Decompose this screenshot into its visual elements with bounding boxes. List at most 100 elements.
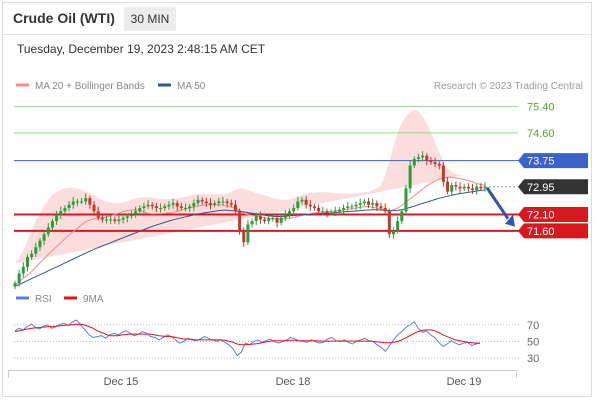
copyright-notice: Research © 2023 Trading Central bbox=[434, 81, 583, 92]
candle-109 bbox=[466, 186, 470, 189]
candle-1 bbox=[17, 273, 21, 284]
candle-90 bbox=[387, 211, 391, 235]
candle-97 bbox=[416, 157, 420, 159]
candle-51 bbox=[225, 201, 229, 204]
candle-5 bbox=[34, 247, 38, 254]
candle-99 bbox=[425, 155, 429, 161]
candle-91 bbox=[391, 230, 395, 235]
candle-45 bbox=[200, 199, 204, 202]
candle-94 bbox=[404, 188, 408, 212]
chart-header: Crude Oil (WTI) 30 MIN bbox=[3, 3, 591, 35]
candle-4 bbox=[30, 253, 34, 258]
candle-32 bbox=[146, 204, 150, 207]
candle-33 bbox=[150, 204, 154, 207]
candle-16 bbox=[80, 201, 84, 203]
candle-79 bbox=[342, 208, 346, 210]
rsi-legend-label-1: RSI bbox=[35, 294, 52, 305]
instrument-title: Crude Oil (WTI) bbox=[13, 10, 115, 26]
candle-29 bbox=[134, 211, 138, 215]
candle-110 bbox=[471, 188, 475, 191]
candle-82 bbox=[354, 204, 358, 207]
x-tick-1: Dec 15 bbox=[104, 376, 139, 388]
level-label-75.40: 75.40 bbox=[527, 102, 555, 114]
candle-83 bbox=[358, 203, 362, 205]
timeframe-badge[interactable]: 30 MIN bbox=[124, 7, 176, 31]
candle-93 bbox=[400, 211, 404, 222]
candle-39 bbox=[175, 203, 179, 207]
candle-6 bbox=[38, 240, 42, 248]
level-tag-72.95 bbox=[518, 179, 588, 195]
candle-66 bbox=[288, 211, 292, 215]
candle-78 bbox=[337, 209, 341, 212]
candle-63 bbox=[275, 217, 279, 223]
candle-52 bbox=[229, 203, 233, 205]
candle-22 bbox=[105, 219, 109, 221]
candle-24 bbox=[113, 219, 117, 222]
candle-46 bbox=[204, 201, 208, 204]
candle-43 bbox=[192, 203, 196, 207]
candle-40 bbox=[179, 206, 183, 209]
candle-11 bbox=[59, 211, 63, 215]
candle-14 bbox=[71, 201, 75, 205]
forecast-arrow-shaft bbox=[485, 186, 510, 220]
candle-44 bbox=[196, 199, 200, 204]
rsi-tick-30: 30 bbox=[527, 353, 539, 365]
candle-31 bbox=[142, 206, 146, 209]
candle-84 bbox=[362, 201, 366, 204]
candle-65 bbox=[283, 214, 287, 218]
candle-8 bbox=[46, 227, 50, 235]
candle-42 bbox=[188, 206, 192, 209]
candle-77 bbox=[333, 211, 337, 213]
level-label-74.60: 74.60 bbox=[527, 128, 555, 140]
candle-23 bbox=[109, 219, 113, 221]
candle-58 bbox=[254, 216, 258, 222]
level-tag-73.75 bbox=[518, 153, 588, 169]
rsi-legend-swatch-2 bbox=[64, 296, 77, 300]
legend-label-2: MA 50 bbox=[177, 81, 206, 92]
candle-73 bbox=[317, 208, 321, 212]
candle-48 bbox=[213, 203, 217, 205]
level-tag-72.10 bbox=[518, 207, 588, 223]
candle-103 bbox=[441, 165, 445, 182]
x-tick-3: Dec 19 bbox=[447, 376, 482, 388]
candle-89 bbox=[383, 208, 387, 212]
candle-17 bbox=[84, 198, 88, 202]
candle-62 bbox=[271, 217, 275, 219]
candle-75 bbox=[325, 211, 329, 213]
level-tag-71.60 bbox=[518, 223, 588, 239]
candle-69 bbox=[300, 199, 304, 202]
candle-96 bbox=[412, 158, 416, 166]
chart-datetime: Tuesday, December 19, 2023 2:48:15 AM CE… bbox=[17, 42, 266, 56]
rsi-line bbox=[14, 319, 481, 357]
rsi-legend-label-2: 9MA bbox=[83, 294, 104, 305]
candle-80 bbox=[346, 206, 350, 209]
candle-55 bbox=[242, 230, 246, 243]
bollinger-band-area bbox=[15, 109, 465, 264]
candle-71 bbox=[308, 204, 312, 207]
candle-37 bbox=[167, 204, 171, 207]
candle-10 bbox=[55, 214, 59, 222]
candle-86 bbox=[371, 203, 375, 205]
candle-53 bbox=[233, 204, 237, 212]
candle-28 bbox=[129, 214, 133, 217]
candle-50 bbox=[221, 201, 225, 203]
candle-20 bbox=[96, 211, 100, 218]
forecast-arrow-head bbox=[505, 214, 515, 227]
candle-68 bbox=[296, 201, 300, 209]
candle-100 bbox=[429, 160, 433, 163]
level-label-72.10: 72.10 bbox=[527, 210, 555, 222]
candle-61 bbox=[267, 217, 271, 222]
candle-12 bbox=[63, 208, 67, 212]
candle-95 bbox=[408, 165, 412, 189]
candle-72 bbox=[312, 206, 316, 209]
candle-49 bbox=[217, 201, 221, 204]
candle-70 bbox=[304, 199, 308, 205]
candle-108 bbox=[462, 186, 466, 189]
candle-15 bbox=[75, 201, 79, 203]
candle-19 bbox=[92, 204, 96, 212]
candle-13 bbox=[67, 204, 71, 209]
candle-85 bbox=[367, 201, 371, 205]
candle-113 bbox=[483, 186, 487, 189]
candle-54 bbox=[238, 211, 242, 231]
